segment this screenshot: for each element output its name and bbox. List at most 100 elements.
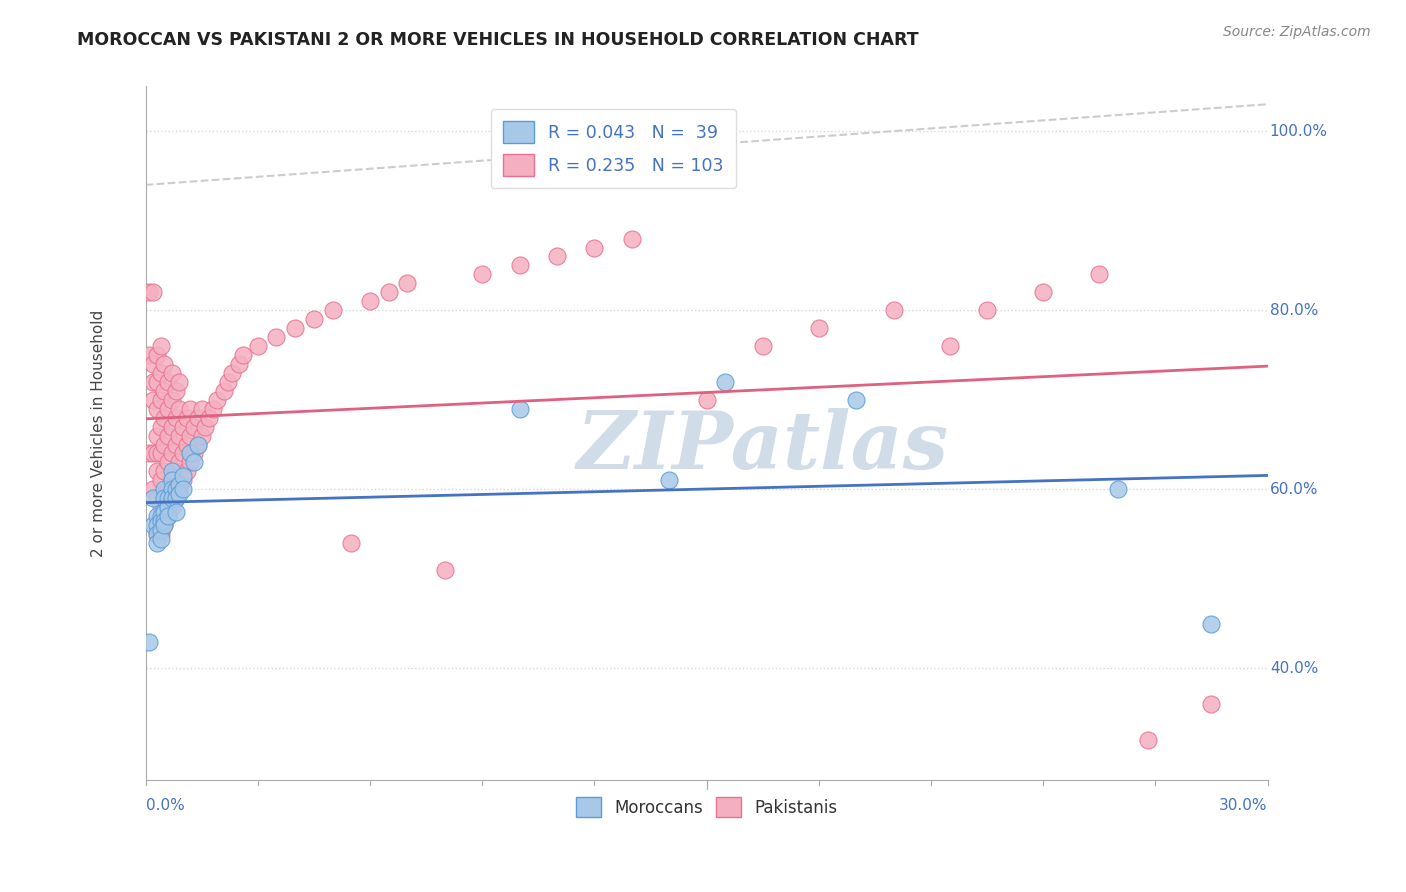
Point	[340, 536, 363, 550]
Point	[284, 321, 307, 335]
Point	[179, 446, 201, 460]
Point	[146, 375, 169, 389]
Point	[157, 509, 180, 524]
Point	[172, 483, 194, 497]
Point	[165, 437, 187, 451]
Point	[153, 410, 176, 425]
Point	[153, 518, 176, 533]
Point	[187, 437, 209, 451]
Point	[165, 491, 187, 506]
Point	[620, 231, 643, 245]
Point	[149, 419, 172, 434]
Point	[160, 446, 183, 460]
Point	[146, 491, 169, 506]
Point	[396, 277, 419, 291]
Point	[198, 410, 221, 425]
Point	[149, 514, 172, 528]
Text: 0.0%: 0.0%	[146, 797, 184, 813]
Point	[246, 339, 269, 353]
Point	[160, 473, 183, 487]
Point	[183, 446, 205, 460]
Point	[172, 446, 194, 460]
Point	[509, 401, 531, 416]
Point	[1201, 616, 1223, 631]
Point	[1107, 483, 1129, 497]
Point	[194, 419, 217, 434]
Point	[232, 348, 254, 362]
Point	[509, 259, 531, 273]
Point	[138, 634, 160, 648]
Point	[187, 410, 209, 425]
Point	[149, 500, 172, 515]
Point	[160, 491, 183, 506]
Point	[157, 483, 180, 497]
Point	[146, 527, 169, 541]
Point	[172, 468, 194, 483]
Point	[172, 473, 194, 487]
Point	[1201, 697, 1223, 711]
Point	[167, 401, 190, 416]
Text: 40.0%: 40.0%	[1270, 661, 1319, 676]
Point	[149, 509, 172, 524]
Point	[146, 464, 169, 478]
Point	[157, 455, 180, 469]
Point	[183, 455, 205, 469]
Point	[167, 487, 190, 501]
Point	[1088, 268, 1111, 282]
Text: 30.0%: 30.0%	[1219, 797, 1268, 813]
Point	[179, 455, 201, 469]
Point	[149, 532, 172, 546]
Point	[142, 392, 165, 407]
Point	[146, 536, 169, 550]
Point	[146, 428, 169, 442]
Point	[201, 401, 224, 416]
Point	[138, 285, 160, 300]
Point	[546, 250, 568, 264]
Point	[153, 491, 176, 506]
Point	[149, 473, 172, 487]
Text: 60.0%: 60.0%	[1270, 482, 1319, 497]
Point	[153, 357, 176, 371]
Point	[172, 419, 194, 434]
Point	[160, 392, 183, 407]
Point	[179, 401, 201, 416]
Point	[658, 473, 681, 487]
Point	[157, 375, 180, 389]
Point	[845, 392, 868, 407]
Point	[176, 410, 198, 425]
Point	[146, 348, 169, 362]
Point	[302, 312, 325, 326]
Point	[149, 392, 172, 407]
Point	[212, 384, 235, 398]
Point	[146, 401, 169, 416]
Text: Source: ZipAtlas.com: Source: ZipAtlas.com	[1223, 25, 1371, 39]
Point	[183, 419, 205, 434]
Point	[266, 330, 288, 344]
Point	[165, 505, 187, 519]
Point	[165, 464, 187, 478]
Point	[160, 483, 183, 497]
Point	[149, 339, 172, 353]
Point	[228, 357, 250, 371]
Point	[883, 303, 905, 318]
Point	[157, 509, 180, 524]
Point	[221, 366, 243, 380]
Point	[153, 384, 176, 398]
Point	[165, 384, 187, 398]
Point	[157, 500, 180, 515]
Text: 80.0%: 80.0%	[1270, 302, 1319, 318]
Point	[179, 428, 201, 442]
Point	[153, 514, 176, 528]
Point	[714, 375, 737, 389]
Point	[146, 509, 169, 524]
Point	[165, 483, 187, 497]
Point	[167, 478, 190, 492]
Point	[433, 563, 456, 577]
Point	[176, 437, 198, 451]
Point	[377, 285, 399, 300]
Point	[167, 375, 190, 389]
Point	[167, 483, 190, 497]
Point	[160, 464, 183, 478]
Point	[751, 339, 773, 353]
Point	[160, 473, 183, 487]
